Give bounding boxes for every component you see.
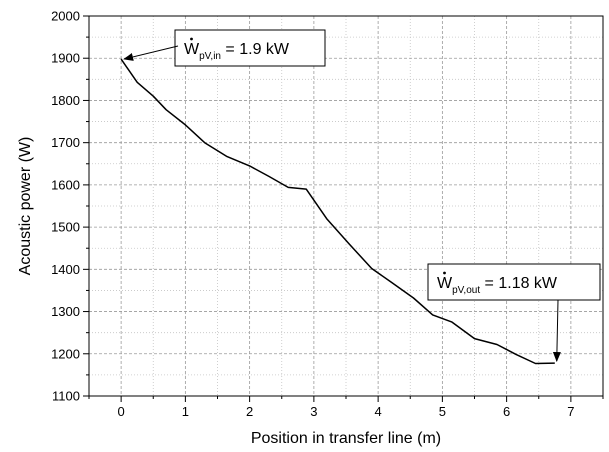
x-tick-label: 5 xyxy=(439,404,446,419)
annotation-callout: WpV,in = 1.9 kW xyxy=(123,29,326,67)
y-tick-label: 1600 xyxy=(51,177,80,192)
annotation-label: WpV,in = 1.9 kW xyxy=(184,41,290,62)
x-tick-label: 4 xyxy=(375,404,382,419)
series-group xyxy=(120,58,555,365)
y-tick-label: 1500 xyxy=(51,220,80,235)
y-tick-label: 1800 xyxy=(51,93,80,108)
annotation-box xyxy=(427,263,601,301)
y-tick-label: 1400 xyxy=(51,262,80,277)
axis-ticks: 0 1 2 3 4 5 6 7 1100 1200 1300 1400 1500 1600 1700 1800… xyxy=(51,9,604,419)
annotation-label: WpV,out = 1.18 kW xyxy=(437,275,558,296)
y-tick-label: 2000 xyxy=(51,9,80,24)
series-line xyxy=(120,58,555,365)
derivative-dot xyxy=(190,37,193,41)
annotation-arrow xyxy=(552,299,561,363)
derivative-dot xyxy=(443,271,446,275)
annotations: WpV,in = 1.9 kW WpV,out = 1.18 kW xyxy=(123,29,601,363)
y-tick-label: 1900 xyxy=(51,51,80,66)
y-tick-label: 1200 xyxy=(51,346,80,361)
annotation-callout: WpV,out = 1.18 kW xyxy=(427,263,601,363)
annotation-arrow xyxy=(123,45,179,61)
annotation-box xyxy=(174,29,326,67)
x-tick-label: 7 xyxy=(567,404,574,419)
y-tick-label: 1700 xyxy=(51,135,80,150)
x-tick-label: 1 xyxy=(182,404,189,419)
y-tick-label: 1300 xyxy=(51,304,80,319)
x-tick-label: 0 xyxy=(118,404,125,419)
grid xyxy=(89,16,603,396)
x-tick-label: 2 xyxy=(246,404,253,419)
y-tick-label: 1100 xyxy=(52,389,80,404)
x-tick-label: 6 xyxy=(503,404,510,419)
x-tick-label: 3 xyxy=(310,404,317,419)
x-axis-title: Position in transfer line (m) xyxy=(251,430,441,447)
y-axis-title: Acoustic power (W) xyxy=(17,137,34,276)
